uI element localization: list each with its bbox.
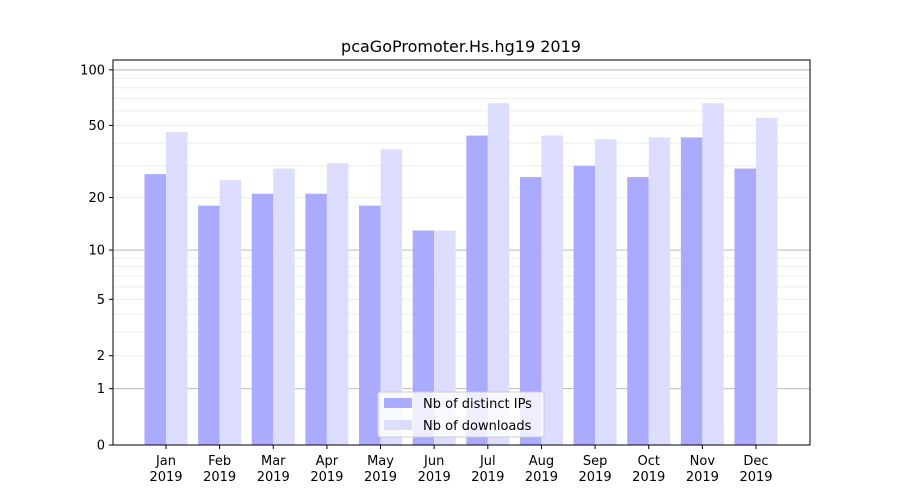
bar-distinct-ips	[519, 177, 542, 445]
bar-downloads	[434, 230, 456, 445]
bar-downloads	[380, 149, 403, 445]
y-tick-label: 2	[97, 349, 105, 364]
x-tick-label-month: Jul	[479, 454, 496, 469]
bar-distinct-ips	[251, 193, 274, 445]
bar-distinct-ips	[144, 174, 166, 445]
x-tick-label-year: 2019	[632, 470, 665, 485]
legend-label-ips: Nb of distinct IPs	[423, 397, 532, 412]
x-tick-label-year: 2019	[739, 470, 772, 485]
bar-distinct-ips	[359, 205, 381, 445]
bar-distinct-ips	[466, 135, 488, 445]
bar-distinct-ips	[198, 205, 220, 445]
x-tick-label-month: Jun	[423, 454, 444, 469]
bar-downloads	[219, 180, 242, 445]
bar-downloads	[648, 137, 671, 445]
legend-box	[377, 391, 545, 438]
x-tick-label-month: Nov	[690, 454, 716, 469]
bar-downloads	[541, 135, 563, 445]
x-tick-label-month: Jan	[155, 454, 176, 469]
y-tick-label: 1	[97, 382, 105, 397]
y-tick-label: 10	[88, 244, 105, 259]
legend-swatch-ips	[384, 398, 412, 408]
chart-title: pcaGoPromoter.Hs.hg19 2019	[341, 37, 581, 56]
x-tick-label-year: 2019	[579, 470, 612, 485]
bar-downloads	[326, 163, 349, 445]
y-tick-label: 100	[80, 63, 105, 78]
bars	[144, 103, 778, 446]
x-tick-label-month: Dec	[743, 454, 768, 469]
x-tick-label-month: Sep	[583, 454, 608, 469]
bar-distinct-ips	[305, 193, 327, 445]
x-tick-label-month: Feb	[208, 454, 231, 469]
y-tick-label: 5	[97, 293, 105, 308]
y-tick-label: 50	[88, 119, 105, 134]
legend: Nb of distinct IPs Nb of downloads	[377, 391, 545, 438]
y-tick-label: 0	[97, 439, 105, 454]
x-tick-label-year: 2019	[364, 470, 397, 485]
bar-downloads	[702, 103, 724, 446]
y-axis: 0 1 2 5 10 20 50 100	[80, 63, 113, 454]
x-axis: Jan2019Feb2019Mar2019Apr2019May2019Jun20…	[149, 445, 773, 485]
bar-downloads	[756, 117, 778, 445]
x-tick-label-month: Aug	[529, 454, 554, 469]
x-tick-label-month: Mar	[261, 454, 286, 469]
x-tick-label-year: 2019	[203, 470, 236, 485]
x-tick-label-year: 2019	[257, 470, 290, 485]
bar-distinct-ips	[412, 230, 435, 445]
bar-distinct-ips	[573, 165, 596, 445]
x-tick-label-year: 2019	[418, 470, 451, 485]
x-tick-label-year: 2019	[310, 470, 343, 485]
bar-distinct-ips	[627, 177, 649, 445]
x-tick-label-year: 2019	[471, 470, 504, 485]
x-tick-label-year: 2019	[149, 470, 182, 485]
bar-distinct-ips	[680, 137, 703, 445]
y-tick-label: 20	[88, 191, 105, 206]
legend-swatch-downloads	[384, 420, 412, 430]
bar-downloads	[595, 139, 617, 445]
x-tick-label-month: Oct	[637, 454, 659, 469]
legend-label-downloads: Nb of downloads	[423, 419, 532, 434]
bar-downloads	[273, 168, 295, 445]
bar-downloads	[487, 103, 510, 446]
plot-frame	[112, 59, 811, 446]
x-tick-label-month: Apr	[316, 454, 339, 469]
bar-distinct-ips	[734, 168, 756, 445]
x-tick-label-year: 2019	[525, 470, 558, 485]
x-tick-label-month: May	[367, 454, 394, 469]
x-tick-label-year: 2019	[686, 470, 719, 485]
bar-downloads	[166, 132, 188, 445]
